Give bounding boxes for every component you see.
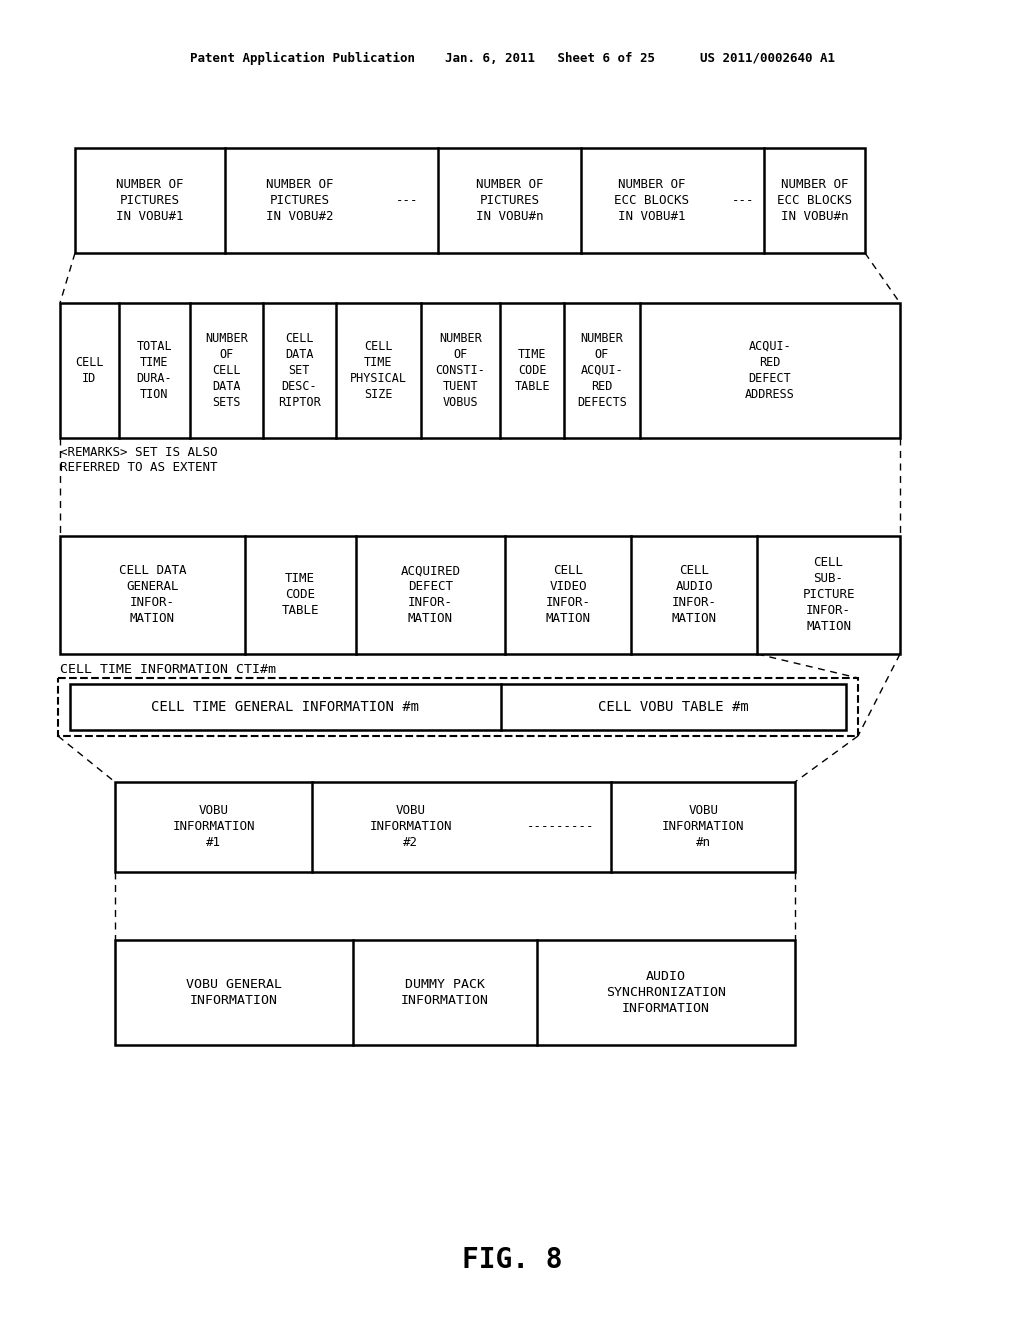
Text: TIME
CODE
TABLE: TIME CODE TABLE <box>514 348 550 393</box>
Text: CELL
AUDIO
INFOR-
MATION: CELL AUDIO INFOR- MATION <box>672 565 717 626</box>
Text: VOBU
INFORMATION
#n: VOBU INFORMATION #n <box>662 804 744 850</box>
Bar <box>115 940 795 1045</box>
Text: VOBU
INFORMATION
#1: VOBU INFORMATION #1 <box>172 804 255 850</box>
Text: CELL VOBU TABLE #m: CELL VOBU TABLE #m <box>598 700 749 714</box>
Text: TOTAL
TIME
DURA-
TION: TOTAL TIME DURA- TION <box>136 341 172 401</box>
Text: NUMBER OF
ECC BLOCKS
IN VOBU#n: NUMBER OF ECC BLOCKS IN VOBU#n <box>777 178 852 223</box>
Text: NUMBER OF
PICTURES
IN VOBU#2: NUMBER OF PICTURES IN VOBU#2 <box>266 178 334 223</box>
Text: CELL TIME INFORMATION CTI#m: CELL TIME INFORMATION CTI#m <box>60 663 276 676</box>
Text: DUMMY PACK
INFORMATION: DUMMY PACK INFORMATION <box>400 978 488 1007</box>
Bar <box>70 684 846 730</box>
Text: CELL TIME GENERAL INFORMATION #m: CELL TIME GENERAL INFORMATION #m <box>152 700 420 714</box>
Text: ACQUI-
RED
DEFECT
ADDRESS: ACQUI- RED DEFECT ADDRESS <box>744 341 795 401</box>
Text: NUMBER
OF
CELL
DATA
SETS: NUMBER OF CELL DATA SETS <box>206 333 248 409</box>
Text: AUDIO
SYNCHRONIZATION
INFORMATION: AUDIO SYNCHRONIZATION INFORMATION <box>606 970 726 1015</box>
Text: TIME
CODE
TABLE: TIME CODE TABLE <box>282 573 319 618</box>
Text: ---: --- <box>732 194 755 207</box>
Text: NUMBER OF
PICTURES
IN VOBU#1: NUMBER OF PICTURES IN VOBU#1 <box>117 178 183 223</box>
Text: VOBU
INFORMATION
#2: VOBU INFORMATION #2 <box>370 804 452 850</box>
Text: ---------: --------- <box>526 821 594 833</box>
Text: NUMBER OF
ECC BLOCKS
IN VOBU#1: NUMBER OF ECC BLOCKS IN VOBU#1 <box>614 178 689 223</box>
Text: VOBU GENERAL
INFORMATION: VOBU GENERAL INFORMATION <box>186 978 282 1007</box>
Text: ACQUIRED
DEFECT
INFOR-
MATION: ACQUIRED DEFECT INFOR- MATION <box>400 565 461 626</box>
Bar <box>58 678 858 737</box>
Text: CELL DATA
GENERAL
INFOR-
MATION: CELL DATA GENERAL INFOR- MATION <box>119 565 186 626</box>
Text: <REMARKS> SET IS ALSO
REFERRED TO AS EXTENT: <REMARKS> SET IS ALSO REFERRED TO AS EXT… <box>60 446 217 474</box>
Bar <box>60 536 900 653</box>
Bar <box>115 781 795 873</box>
Text: CELL
SUB-
PICTURE
INFOR-
MATION: CELL SUB- PICTURE INFOR- MATION <box>803 557 855 634</box>
Text: CELL
VIDEO
INFOR-
MATION: CELL VIDEO INFOR- MATION <box>546 565 591 626</box>
Text: Patent Application Publication    Jan. 6, 2011   Sheet 6 of 25      US 2011/0002: Patent Application Publication Jan. 6, 2… <box>189 51 835 65</box>
Bar <box>60 304 900 438</box>
Text: CELL
TIME
PHYSICAL
SIZE: CELL TIME PHYSICAL SIZE <box>350 341 407 401</box>
Text: CELL
DATA
SET
DESC-
RIPTOR: CELL DATA SET DESC- RIPTOR <box>279 333 321 409</box>
Text: ---: --- <box>395 194 418 207</box>
Text: NUMBER
OF
CONSTI-
TUENT
VOBUS: NUMBER OF CONSTI- TUENT VOBUS <box>436 333 485 409</box>
Text: FIG. 8: FIG. 8 <box>462 1246 562 1274</box>
Text: CELL
ID: CELL ID <box>75 356 103 385</box>
Text: NUMBER
OF
ACQUI-
RED
DEFECTS: NUMBER OF ACQUI- RED DEFECTS <box>577 333 627 409</box>
Bar <box>75 148 865 253</box>
Text: NUMBER OF
PICTURES
IN VOBU#n: NUMBER OF PICTURES IN VOBU#n <box>476 178 544 223</box>
